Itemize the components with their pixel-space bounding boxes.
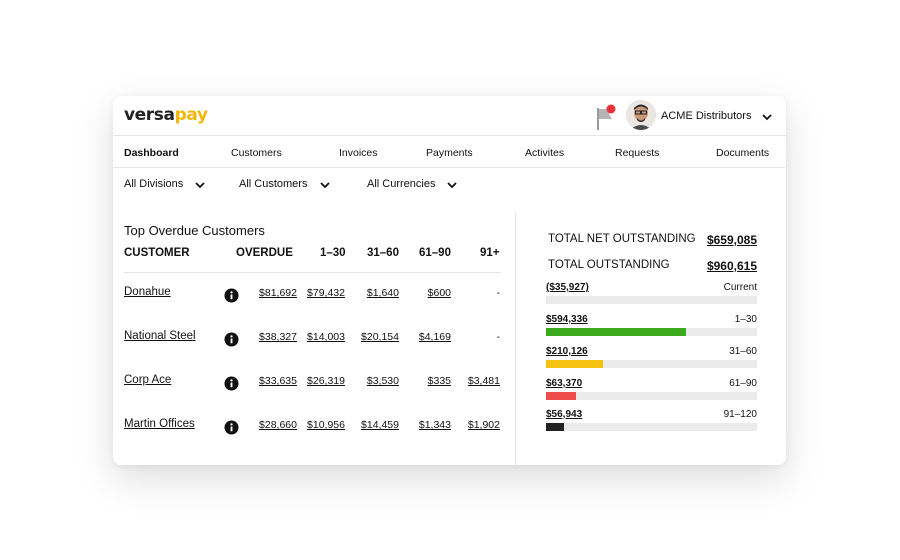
amount-cell[interactable]: $3,481 <box>467 375 500 387</box>
amount-cell[interactable]: $33,635 <box>259 375 297 387</box>
header-31-60: 31–60 <box>367 247 399 259</box>
bucket-bar-track <box>546 360 757 368</box>
notification-dot <box>606 104 616 114</box>
main-nav: Dashboard Customers Invoices Payments Ac… <box>113 136 786 168</box>
amount-cell[interactable]: $28,660 <box>259 419 297 431</box>
amount-cell[interactable]: $38,327 <box>259 331 297 343</box>
nav-dashboard[interactable]: Dashboard <box>124 147 179 159</box>
customer-link[interactable]: Corp Ace <box>124 374 172 386</box>
amount-cell[interactable]: $10,956 <box>307 419 345 431</box>
amount-cell[interactable]: $3,530 <box>366 375 399 387</box>
top-bar: versapay ACME Distributors <box>113 96 786 136</box>
bucket-amount[interactable]: $594,336 <box>546 314 588 325</box>
info-icon[interactable] <box>224 376 239 391</box>
amount-cell[interactable]: $20,154 <box>361 331 399 343</box>
company-name[interactable]: ACME Distributors <box>661 110 752 122</box>
customer-filter-label: All Customers <box>239 178 308 190</box>
bucket-bar-track <box>546 328 757 336</box>
header-divider <box>124 272 501 273</box>
nav-customers[interactable]: Customers <box>231 147 282 159</box>
chevron-down-icon <box>447 182 457 189</box>
amount-cell[interactable]: $81,692 <box>259 287 297 299</box>
bucket-amount[interactable]: $56,943 <box>546 409 583 420</box>
bucket-bar-fill <box>546 423 564 431</box>
bucket-label: 91–120 <box>723 409 757 420</box>
nav-requests[interactable]: Requests <box>615 147 660 159</box>
nav-payments[interactable]: Payments <box>426 147 473 159</box>
header-91-plus: 91+ <box>480 247 500 259</box>
versapay-logo[interactable]: versapay <box>124 105 208 125</box>
amount-cell[interactable]: $26,319 <box>307 375 345 387</box>
nav-activites[interactable]: Activites <box>525 147 565 159</box>
bucket-bar-fill <box>546 360 603 368</box>
info-icon[interactable] <box>224 420 239 435</box>
info-icon[interactable] <box>224 288 239 303</box>
filter-bar: All Divisions All Customers All Currenci… <box>113 168 786 202</box>
chevron-down-icon <box>320 182 330 189</box>
amount-cell[interactable]: $4,169 <box>418 331 451 343</box>
bucket-label: 31–60 <box>729 346 757 357</box>
customer-filter[interactable]: All Customers <box>239 178 330 190</box>
nav-documents[interactable]: Documents <box>716 147 770 159</box>
chevron-down-icon[interactable] <box>762 112 772 122</box>
amount-cell[interactable]: $1,902 <box>467 419 500 431</box>
customer-link[interactable]: Donahue <box>124 286 171 298</box>
total-outstanding-label: TOTAL OUTSTANDING <box>548 259 670 271</box>
flag-icon[interactable] <box>596 104 616 130</box>
amount-cell[interactable]: $79,432 <box>307 287 345 299</box>
amount-cell: - <box>496 331 501 343</box>
section-title: Top Overdue Customers <box>124 223 265 238</box>
header-1-30: 1–30 <box>320 247 346 259</box>
amount-cell[interactable]: $14,459 <box>361 419 399 431</box>
bucket-amount[interactable]: $210,126 <box>546 346 588 357</box>
header-overdue: OVERDUE <box>236 247 293 259</box>
customer-link[interactable]: Martin Offices <box>124 418 195 430</box>
customer-link[interactable]: National Steel <box>124 330 196 342</box>
currency-filter-label: All Currencies <box>367 178 436 190</box>
amount-cell[interactable]: $600 <box>427 287 451 299</box>
chevron-down-icon <box>195 182 205 189</box>
amount-cell: - <box>496 287 501 299</box>
bucket-label: 61–90 <box>729 378 757 389</box>
bucket-amount[interactable]: ($35,927) <box>546 282 589 293</box>
amount-cell[interactable]: $14,003 <box>307 331 345 343</box>
amount-cell[interactable]: $1,343 <box>418 419 451 431</box>
panel-divider <box>515 212 516 465</box>
bucket-bar-fill <box>546 392 576 400</box>
avatar[interactable] <box>626 100 656 130</box>
amount-cell[interactable]: $335 <box>427 375 451 387</box>
bucket-bar-track <box>546 392 757 400</box>
info-icon[interactable] <box>224 332 239 347</box>
currency-filter[interactable]: All Currencies <box>367 178 457 190</box>
header-61-90: 61–90 <box>419 247 451 259</box>
net-outstanding-value[interactable]: $659,085 <box>706 233 757 247</box>
bucket-amount[interactable]: $63,370 <box>546 378 583 389</box>
net-outstanding-label: TOTAL NET OUTSTANDING <box>548 233 696 245</box>
amount-cell[interactable]: $1,640 <box>366 287 399 299</box>
bucket-bar-track <box>546 296 757 304</box>
bucket-label: Current <box>723 282 757 293</box>
header-customer: CUSTOMER <box>124 247 190 259</box>
division-filter[interactable]: All Divisions <box>124 178 205 190</box>
bucket-bar-fill <box>546 328 687 336</box>
total-outstanding-value[interactable]: $960,615 <box>706 259 757 273</box>
bucket-label: 1–30 <box>734 314 757 325</box>
division-filter-label: All Divisions <box>124 178 184 190</box>
nav-invoices[interactable]: Invoices <box>339 147 378 159</box>
bucket-bar-track <box>546 423 757 431</box>
dashboard-window: versapay ACME Distributors Dashboard Cus… <box>113 96 786 465</box>
